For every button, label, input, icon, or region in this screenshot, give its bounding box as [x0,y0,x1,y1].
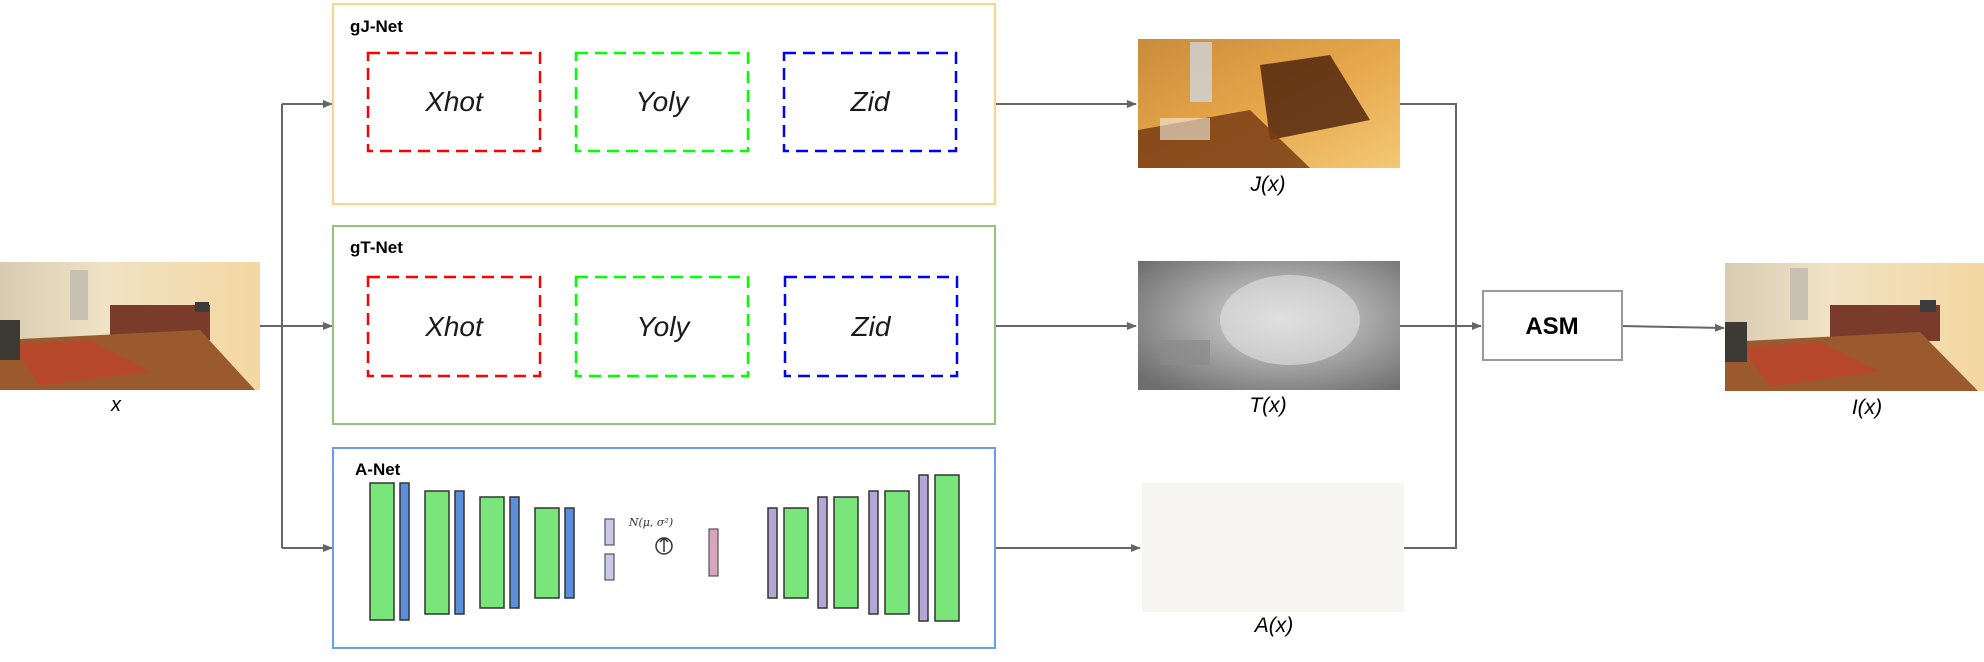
asm-block: ASM [1482,290,1623,361]
decoder-layer [884,490,910,615]
gt-net-module: gT-Net Xhot Yoly Zid [332,225,996,425]
decoder-norm [767,507,778,599]
gj-block-yoly-label: Yoly [636,86,691,117]
encoder-layer [479,496,505,609]
a-net-latent [604,518,615,581]
module-output-arrows [996,100,1141,552]
gt-block-zid [783,275,959,378]
a-net-module: A-Net N(μ, σ²) [332,447,996,649]
encoder-norm [399,482,410,621]
j-image [1138,39,1400,168]
output-label: I(x) [1852,396,1882,419]
input-label: x [110,394,122,416]
a-net-encoder [369,482,575,621]
encoder-norm [454,490,465,615]
a-label: A(x) [1253,614,1294,637]
encoder-layer [534,507,560,599]
latent-sigma [604,553,615,581]
gt-block-yoly-label: Yoly [637,311,692,342]
decoder-norm [918,474,929,622]
gj-block-zid [782,51,958,153]
gj-block-zid-label: Zid [850,86,891,117]
gt-block-yoly [574,275,750,378]
t-label: T(x) [1249,394,1286,417]
encoder-layer [424,490,450,615]
a-net-title: A-Net [355,460,401,479]
gt-block-xhot-label: Xhot [424,311,484,342]
input-branch-arrows [260,100,333,552]
t-image [1138,261,1400,390]
decoder-norm [817,496,828,609]
latent-mu [604,518,615,546]
a-net-decoder [767,474,960,622]
latent-distribution-label: N(μ, σ²) [628,516,673,529]
gj-net-title: gJ-Net [350,17,403,36]
gt-block-zid-label: Zid [851,311,892,342]
gj-net-module: gJ-Net Xhot Yoly Zid [332,3,996,205]
encoder-norm [509,496,520,609]
decoder-layer [783,507,809,599]
input-image [0,262,260,390]
asm-label: ASM [1525,313,1578,340]
gt-net-title: gT-Net [350,238,403,257]
decoder-norm [868,490,879,615]
decoder-layer [833,496,859,609]
encoder-layer [369,482,395,621]
asm-merge-arrows [1400,103,1725,549]
output-image [1725,263,1984,391]
a-image [1142,483,1404,612]
gj-block-xhot-label: Xhot [424,86,484,117]
gj-block-yoly [574,51,750,153]
latent-sample [708,528,719,577]
decoder-layer [934,474,960,622]
sampling-icon [655,536,673,555]
j-label: J(x) [1250,173,1286,196]
gj-block-xhot [366,51,542,153]
gt-block-xhot [366,275,542,378]
encoder-norm [564,507,575,599]
